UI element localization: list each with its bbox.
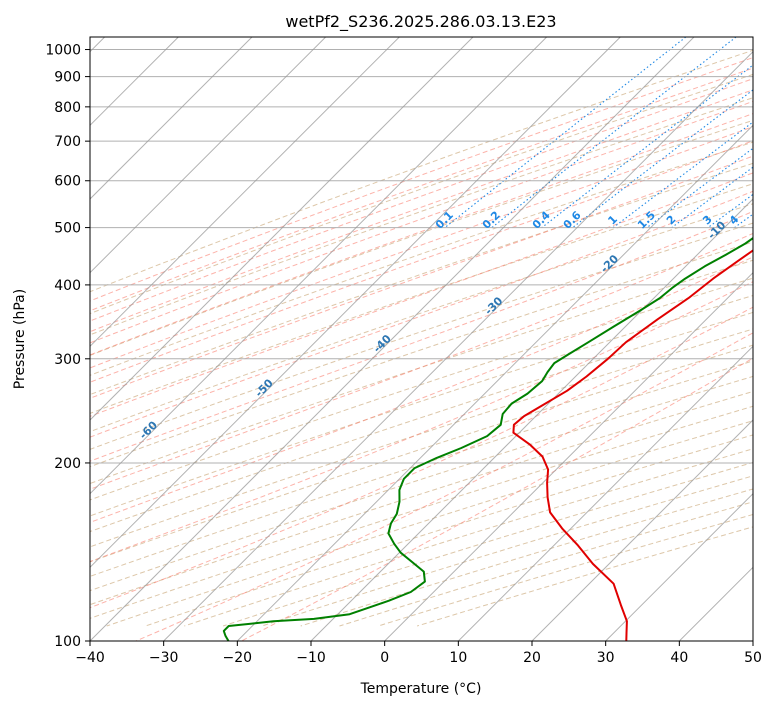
x-tick-label: 40 xyxy=(670,650,688,666)
x-axis-title: Temperature (°C) xyxy=(360,681,482,697)
dry-adiabat-line xyxy=(90,73,753,315)
isotherm-line xyxy=(90,37,621,569)
x-tick-label: −20 xyxy=(223,650,253,666)
x-tick-label: −10 xyxy=(296,650,326,666)
y-tick-label: 600 xyxy=(54,174,81,190)
y-tick-label: 300 xyxy=(54,352,81,368)
x-tick-label: 10 xyxy=(449,650,467,666)
x-tick-label: 50 xyxy=(744,650,762,666)
dry-adiabat-line xyxy=(90,49,753,293)
isotherm-line xyxy=(310,198,753,641)
dry-adiabat-line xyxy=(90,390,753,606)
isotherm-line xyxy=(90,37,327,274)
y-tick-label: 700 xyxy=(54,134,81,150)
mixing-ratio-line xyxy=(541,64,753,229)
dry-adiabat-line xyxy=(90,241,753,468)
dewpoint-profile-line xyxy=(222,236,753,641)
y-tick-label: 800 xyxy=(54,100,81,116)
y-axis: 100 200 300 400 500 600 700 800 900 1000 xyxy=(45,43,90,650)
moist-adiabat-line xyxy=(90,232,753,490)
mixing-ratio-lines xyxy=(444,37,753,229)
moist-adiabat-line xyxy=(90,57,753,302)
moist-adiabat-line xyxy=(90,140,753,383)
dry-adiabat-line xyxy=(90,277,753,501)
isotherm-line xyxy=(90,37,253,200)
isotherm-line xyxy=(457,345,753,641)
x-tick-label: −30 xyxy=(149,650,179,666)
dry-adiabat-line xyxy=(90,183,753,414)
moist-adiabat-line xyxy=(90,155,753,399)
isotherm-line xyxy=(384,271,753,641)
y-tick-label: 400 xyxy=(54,278,81,294)
isotherm-line xyxy=(90,37,695,641)
isotherm-line xyxy=(90,37,400,348)
y-tick-label: 1000 xyxy=(45,43,81,59)
moist-adiabats xyxy=(90,57,753,641)
moist-adiabat-line xyxy=(90,190,753,438)
x-tick-label: −40 xyxy=(75,650,105,666)
dry-adiabats xyxy=(90,49,753,627)
dry-adiabat-line xyxy=(90,141,753,376)
pressure-gridlines xyxy=(90,49,753,641)
dry-adiabat-line xyxy=(90,119,753,356)
x-tick-label: 30 xyxy=(597,650,615,666)
dry-adiabat-line xyxy=(90,259,753,485)
moist-adiabat-line xyxy=(90,210,753,462)
x-axis: −40 −30 −20 −10 0 10 20 30 40 50 xyxy=(75,641,762,666)
moist-adiabat-line xyxy=(90,172,753,417)
moist-adiabat-line xyxy=(90,89,753,333)
dry-adiabat-line xyxy=(90,375,753,592)
dry-adiabat-line xyxy=(90,311,753,533)
plot-area: -100-90-80-70-60-50-40-30-20-10010203040… xyxy=(90,37,753,641)
mixing-ratio-line xyxy=(671,166,753,229)
isotherm-line xyxy=(90,37,474,421)
moist-adiabat-line xyxy=(90,126,753,369)
dry-adiabat-line xyxy=(90,328,753,548)
y-axis-title: Pressure (hPa) xyxy=(12,289,28,389)
y-tick-label: 200 xyxy=(54,456,81,472)
temperature-profile-line xyxy=(512,249,753,641)
moist-adiabat-line xyxy=(90,256,753,523)
isotherm-line xyxy=(605,492,753,641)
y-tick-label: 500 xyxy=(54,221,81,237)
plot-frame xyxy=(89,36,754,642)
dry-adiabat-line xyxy=(90,294,753,517)
moist-adiabat-line xyxy=(90,306,753,609)
y-tick-label: 100 xyxy=(54,634,81,650)
moist-adiabat-line xyxy=(90,281,753,563)
x-tick-label: 20 xyxy=(523,650,541,666)
skewed-isotherms xyxy=(90,37,753,641)
moist-adiabat-line xyxy=(90,67,753,312)
isotherm-line xyxy=(531,419,753,641)
x-tick-label: 0 xyxy=(380,650,389,666)
isotherm-line xyxy=(90,37,548,495)
chart-title: wetPf2_S236.2025.286.03.13.E23 xyxy=(285,12,556,32)
mixing-ratio-line xyxy=(572,89,753,229)
dry-adiabat-line xyxy=(90,360,753,577)
y-tick-label: 900 xyxy=(54,70,81,86)
isotherm-line xyxy=(163,50,753,641)
dry-adiabat-line xyxy=(90,344,753,563)
profiles xyxy=(222,236,753,641)
moist-adiabat-line xyxy=(241,357,753,641)
isotherm-line xyxy=(236,124,753,641)
